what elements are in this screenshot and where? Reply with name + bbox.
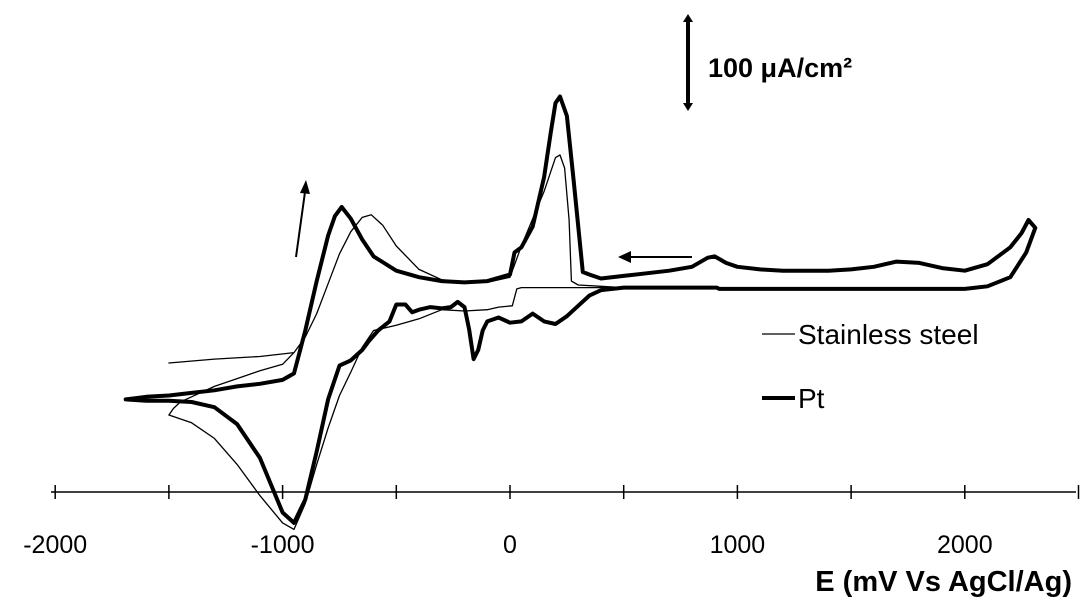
legend-label-pt: Pt (798, 383, 825, 414)
x-tick-label-2: 0 (503, 531, 517, 559)
x-tick-label-0: -2000 (23, 531, 87, 559)
sweep-arrow-up-shaft (295, 191, 306, 258)
scale-bar-label: 100 μA/cm² (708, 53, 852, 83)
legend-label-stainless-steel: Stainless steel (798, 319, 979, 350)
sweep-arrow-left-head (618, 251, 631, 263)
legend: Stainless steel Pt (762, 319, 979, 414)
x-tick-label-4: 2000 (937, 531, 993, 559)
curves (123, 94, 1038, 531)
x-axis-title: E (mV Vs AgCl/Ag) (815, 566, 1072, 598)
sweep-arrow-left (618, 251, 692, 263)
scale-bar-top-cap (683, 14, 693, 22)
sweep-arrow-up-head (300, 180, 310, 194)
scale-bar: 100 μA/cm² (683, 14, 852, 111)
x-tick-label-1: -1000 (251, 531, 315, 559)
x-axis-tick-labels: -2000 -1000 0 1000 2000 (23, 531, 992, 559)
x-axis-ticks (54, 485, 1080, 499)
x-tick-label-3: 1000 (710, 531, 766, 559)
series-line-stainless-steel (168, 154, 716, 531)
series-line-pt (123, 94, 1038, 525)
scale-bar-bottom-cap (683, 103, 693, 111)
sweep-arrow-up (295, 180, 310, 258)
